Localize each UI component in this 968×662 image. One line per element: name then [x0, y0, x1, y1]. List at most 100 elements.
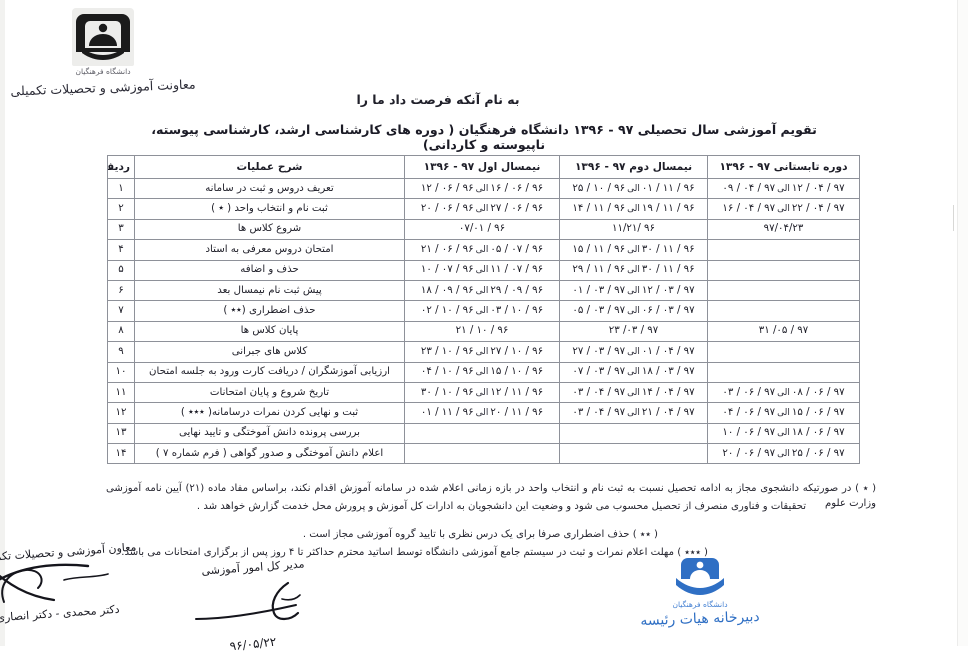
footnote-double-star: ( ٭٭ ) حذف اضطراری صرفا برای یک درس نظری…	[302, 529, 658, 540]
cell-semester-1: ۹۶ / ۰۷ / ۱۱الی۹۶ / ۰۷ / ۱۰	[404, 259, 560, 281]
cell-semester-2: ۹۷ / ۰۴ / ۲۱الی۹۷ / ۰۴ / ۰۳	[559, 402, 708, 424]
cell-summer	[707, 300, 860, 322]
table-row: ۹۷ / ۰۳ / ۱۸الی۹۷ / ۰۳ / ۰۷ ۹۶ / ۱۰ / ۱۵ا…	[107, 361, 860, 383]
letterhead: دانشگاه فرهنگیان معاونت آموزشی و تحصیلات…	[8, 8, 198, 104]
cell-summer	[707, 361, 860, 383]
table-row: ۹۷ / ۰۴ / ۰۱الی۹۷ / ۰۳ / ۲۷ ۹۶ / ۱۰ / ۲۷ا…	[107, 341, 860, 363]
cell-description: ارزیابی آموزشگران / دریافت کارت ورود به …	[134, 361, 405, 383]
cell-description: بررسی پرونده دانش آموختگی و تایید نهایی	[134, 422, 405, 445]
stamp-logo-icon	[676, 558, 724, 595]
cell-description: ثبت و نهایی کردن نمرات درسامانه( ٭٭٭ )	[134, 402, 405, 424]
cell-semester-2: ۹۷ / ۰۳ / ۰۶الی۹۷ / ۰۳ / ۰۵	[559, 300, 708, 322]
cell-description: پیش ثبت نام نیمسال بعد	[134, 279, 405, 302]
university-logo-icon	[72, 8, 134, 66]
cell-semester-1: ۹۶ / ۱۰ / ۰۳الی۹۶ / ۱۰ / ۰۲	[404, 300, 560, 322]
cell-row-number: ۱۲	[107, 402, 135, 424]
signature-block-right: مدیر کل امور آموزشی ۹۶/۰۵/۲۲	[138, 557, 368, 653]
scan-edge-left	[0, 0, 5, 646]
table-row: ۹۷ / ۰۴ / ۲۲الی۹۷ / ۰۴ / ۱۶ ۹۶ / ۱۱ / ۱۹ا…	[107, 198, 860, 220]
signature-right-date: ۹۶/۰۵/۲۲	[229, 634, 277, 653]
cell-semester-1: ۹۶ / ۱۰ / ۲۷الی۹۶ / ۱۰ / ۲۳	[404, 341, 560, 363]
cell-row-number: ۲	[107, 198, 135, 220]
table-row: ۹۶ / ۱۱ / ۳۰الی۹۶ / ۱۱ / ۲۹ ۹۶ / ۰۷ / ۱۱ا…	[107, 259, 860, 281]
cell-row-number: ۸	[107, 320, 135, 343]
scan-artifact-tick	[953, 205, 954, 231]
cell-semester-2: ۹۷ / ۰۳/ ۲۳	[559, 320, 708, 343]
cell-summer: ۹۷ / ۰۶ / ۱۵الی۹۷ / ۰۶ / ۰۴	[707, 402, 860, 424]
academic-calendar-table: دوره تابستانی ۹۷ - ۱۳۹۶ نیمسال دوم ۹۷ - …	[107, 155, 860, 465]
cell-summer: ۹۷ / ۰۴ / ۱۲الی۹۷ / ۰۴ / ۰۹	[707, 177, 860, 200]
cell-summer	[707, 259, 860, 281]
table-row: ۹۷ / ۰۴ / ۱۲الی۹۷ / ۰۴ / ۰۹ ۹۶ / ۱۱ / ۰۱ا…	[107, 177, 860, 200]
cell-row-number: ۱۰	[107, 361, 135, 383]
cell-description: پایان کلاس ها	[134, 320, 405, 343]
cell-description: امتحان دروس معرفی به استاد	[134, 239, 405, 261]
column-header-semester-1: نیمسال اول ۹۷ - ۱۳۹۶	[404, 155, 560, 179]
table-body: ۹۷ / ۰۴ / ۱۲الی۹۷ / ۰۴ / ۰۹ ۹۶ / ۱۱ / ۰۱ا…	[107, 177, 860, 465]
cell-summer	[707, 341, 860, 363]
cell-row-number: ۹	[107, 341, 135, 363]
cell-description: تاریخ شروع و پایان امتحانات	[134, 381, 405, 404]
cell-row-number: ۱۴	[107, 443, 135, 465]
footnote-single-star-continued: تحقیقات و فناوری منصرف از تحصیل محسوب می…	[196, 501, 806, 512]
table-row: ۹۷ / ۰۶ / ۲۵الی۹۷ / ۰۶ / ۲۰ اعلام دانش آ…	[107, 443, 860, 465]
cell-row-number: ۱	[107, 177, 135, 200]
bismillah-line: به نام آنکه فرصت داد ما را	[356, 92, 520, 107]
cell-description: شروع کلاس ها	[134, 218, 405, 241]
cell-row-number: ۴	[107, 239, 135, 261]
column-header-description: شرح عملیات	[134, 155, 405, 179]
cell-row-number: ۷	[107, 300, 135, 322]
column-header-semester-2: نیمسال دوم ۹۷ - ۱۳۹۶	[559, 155, 708, 179]
document-page: دانشگاه فرهنگیان معاونت آموزشی و تحصیلات…	[0, 0, 958, 653]
cell-row-number: ۱۳	[107, 422, 135, 445]
page-title: تقویم آموزشی سال تحصیلی ۹۷ - ۱۳۹۶ دانشگا…	[151, 122, 817, 152]
cell-semester-1: ۹۶ / ۰۶ / ۲۷الی۹۶ / ۰۶ / ۲۰	[404, 198, 560, 220]
cell-semester-2: ۹۶ /۱۱/۲۱	[559, 218, 708, 241]
cell-row-number: ۶	[107, 279, 135, 302]
cell-description: اعلام دانش آموختگی و صدور گواهی ( فرم شم…	[134, 443, 405, 465]
cell-summer: ۹۷/۰۴/۲۳	[707, 218, 860, 241]
stamp-caption: دانشگاه فرهنگیان	[672, 600, 728, 609]
column-header-row-number: ردیف	[107, 155, 135, 179]
cell-summer	[707, 239, 860, 261]
table-row: ۹۷ / ۰۳ / ۱۲الی۹۷ / ۰۳ / ۰۱ ۹۶ / ۰۹ / ۲۹ا…	[107, 279, 860, 302]
cell-semester-2: ۹۶ / ۱۱ / ۱۹الی۹۶ / ۱۱ / ۱۴	[559, 198, 708, 220]
cell-semester-2	[559, 422, 708, 445]
letterhead-subtitle: معاونت آموزشی و تحصیلات تکمیلی	[10, 76, 196, 99]
table-row: ۹۷ / ۰۳ / ۰۶الی۹۷ / ۰۳ / ۰۵ ۹۶ / ۱۰ / ۰۳ا…	[107, 300, 860, 322]
stamp-name: دبیرخانه هیات رئیسه	[640, 608, 760, 630]
logo-caption: دانشگاه فرهنگیان	[75, 67, 131, 76]
cell-description: کلاس های جبرانی	[134, 341, 405, 363]
cell-semester-2	[559, 443, 708, 465]
cell-summer: ۹۷ / ۰۶ / ۲۵الی۹۷ / ۰۶ / ۲۰	[707, 443, 860, 465]
cell-semester-1: ۹۶ / ۱۱ / ۱۲الی۹۶ / ۱۰ / ۳۰	[404, 381, 560, 404]
cell-semester-1	[404, 443, 560, 465]
cell-semester-1: ۹۶ / ۱۰ / ۲۱	[404, 320, 560, 343]
cell-description: حذف و اضافه	[134, 259, 405, 281]
cell-summer: ۹۷ / ۰۶ / ۰۸الی۹۷ / ۰۶ / ۰۳	[707, 381, 860, 404]
cell-description: تعریف دروس و ثبت در سامانه	[134, 177, 405, 200]
cell-row-number: ۱۱	[107, 381, 135, 404]
signature-right-ink	[195, 581, 301, 620]
cell-semester-1: ۹۶ / ۰۷/۰۱	[404, 218, 560, 241]
cell-row-number: ۳	[107, 218, 135, 241]
footnote-triple-star: ( ٭٭٭ ) مهلت اعلام نمرات و ثبت در سیستم …	[121, 547, 708, 558]
table-header-row: دوره تابستانی ۹۷ - ۱۳۹۶ نیمسال دوم ۹۷ - …	[107, 155, 860, 179]
cell-description: ثبت نام و انتخاب واحد ( ٭ )	[134, 198, 405, 220]
table-row: ۹۶ / ۱۱ / ۳۰الی۹۶ / ۱۱ / ۱۵ ۹۶ / ۰۷ / ۰۵ا…	[107, 239, 860, 261]
cell-summer	[707, 279, 860, 302]
cell-summer: ۹۷ / ۰۴ / ۲۲الی۹۷ / ۰۴ / ۱۶	[707, 198, 860, 220]
cell-semester-2: ۹۶ / ۱۱ / ۰۱الی۹۶ / ۱۰ / ۲۵	[559, 177, 708, 200]
table-row: ۹۷ / ۰۵/ ۳۱ ۹۷ / ۰۳/ ۲۳ ۹۶ / ۱۰ / ۲۱ پایان …	[107, 320, 860, 343]
cell-semester-1: ۹۶ / ۰۶ / ۱۶الی۹۶ / ۰۶ / ۱۲	[404, 177, 560, 200]
cell-description: حذف اضطراری (٭٭ )	[134, 300, 405, 322]
signature-left-ink	[0, 563, 109, 603]
cell-semester-1: ۹۶ / ۰۷ / ۰۵الی۹۶ / ۰۶ / ۲۱	[404, 239, 560, 261]
cell-semester-1	[404, 422, 560, 445]
table-row: ۹۷/۰۴/۲۳ ۹۶ /۱۱/۲۱ ۹۶ / ۰۷/۰۱ شروع کلاس ها ۳	[107, 218, 860, 241]
cell-semester-2: ۹۶ / ۱۱ / ۳۰الی۹۶ / ۱۱ / ۱۵	[559, 239, 708, 261]
table-row: ۹۷ / ۰۶ / ۱۸الی۹۷ / ۰۶ / ۱۰ بررسی پرونده…	[107, 422, 860, 445]
cell-semester-1: ۹۶ / ۱۱ / ۲۰الی۹۶ / ۱۱ / ۰۱	[404, 402, 560, 424]
footnote-single-star: ( ٭ ) در صورتیکه دانشجوی مجاز به ادامه ت…	[106, 483, 877, 509]
cell-summer: ۹۷ / ۰۶ / ۱۸الی۹۷ / ۰۶ / ۱۰	[707, 422, 860, 445]
